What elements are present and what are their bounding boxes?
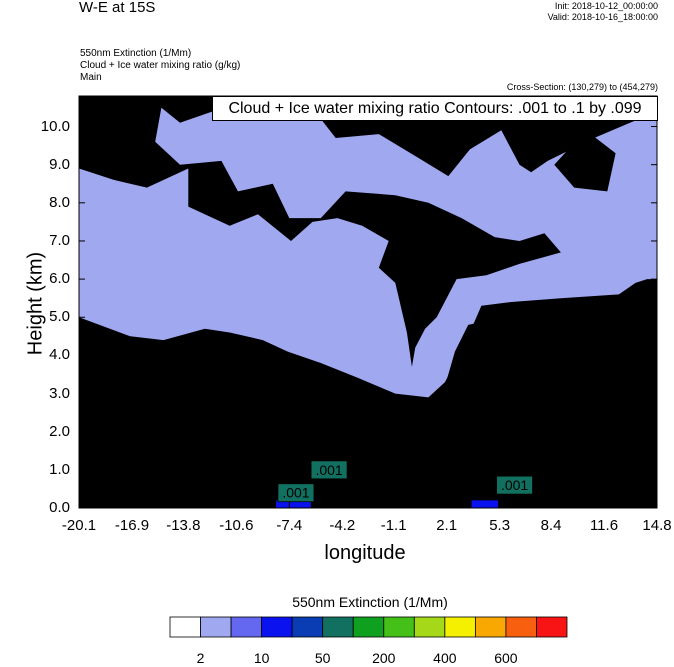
contour-label-box — [496, 475, 533, 495]
extinction-band-100 — [471, 500, 499, 508]
extinction-band-800 — [171, 466, 545, 493]
x-tick-label: 8.4 — [540, 517, 562, 534]
cross-section-label: Cross-Section: (130,279) to (454,279) — [506, 82, 658, 92]
x-tick-label: -1.1 — [380, 517, 407, 534]
contour-line — [211, 461, 225, 482]
x-tick-label: 11.6 — [589, 517, 619, 534]
colorbar-label: 200 — [372, 650, 396, 666]
contour-line — [247, 462, 262, 481]
colorbar-label: 10 — [253, 650, 270, 666]
field-extinction-label: 550nm Extinction (1/Mm) — [80, 48, 192, 59]
contour-label: .001 — [315, 462, 342, 478]
y-tick-label: 8.0 — [49, 193, 70, 211]
extinction-band-600 — [469, 336, 595, 425]
y-axis-title: Height (km) — [24, 251, 47, 356]
x-tick-label: -7.4 — [276, 517, 303, 534]
x-axis-title: longitude — [324, 542, 406, 564]
x-tick-label: 14.8 — [642, 517, 672, 534]
contour-legend: Cloud + Ice water mixing ratio Contours:… — [212, 96, 658, 121]
extinction-band-100 — [276, 500, 311, 508]
x-tick-label: -10.6 — [219, 517, 254, 534]
extinction-band-600 — [395, 450, 603, 478]
y-tick-label: 7.0 — [49, 231, 70, 249]
y-tick-label: 3.0 — [49, 384, 70, 402]
y-tick-label: 2.0 — [49, 422, 70, 440]
chart-title: W-E at 15S — [79, 0, 156, 16]
colorbar-swatch — [505, 616, 537, 638]
colorbar-title: 550nm Extinction (1/Mm) — [292, 594, 448, 610]
y-tick-label: 4.0 — [49, 346, 70, 364]
contour-label: .001 — [282, 485, 309, 501]
extinction-band-2 — [79, 96, 561, 367]
y-tick-label: 0.0 — [49, 499, 70, 516]
extinction-band-2 — [554, 130, 616, 192]
contour-line — [606, 486, 615, 503]
colorbar-swatch — [474, 616, 507, 638]
terrain-mask — [610, 454, 657, 508]
colorbar-swatch — [230, 616, 263, 638]
contour-label-box — [310, 460, 348, 480]
colorbar-swatch — [322, 616, 354, 638]
colorbar-label: 400 — [433, 650, 457, 666]
colorbar-label: 600 — [494, 650, 518, 666]
y-tick-label: 6.0 — [49, 270, 70, 288]
colorbar-swatch — [291, 616, 324, 638]
contour-label: .001 — [501, 477, 528, 493]
colorbar-swatch — [536, 616, 568, 638]
contour-line — [192, 461, 204, 482]
x-tick-label: -20.1 — [61, 517, 97, 534]
colorbar-swatch — [413, 616, 446, 638]
field-main-label: Main — [80, 72, 102, 83]
contour-line — [179, 459, 191, 477]
colorbar-label: 50 — [314, 650, 331, 666]
contour-line — [225, 462, 237, 481]
x-tick-label: -13.8 — [166, 517, 201, 534]
field-mixing-ratio-label: Cloud + Ice water mixing ratio (g/kg) — [80, 60, 241, 71]
extinction-band-800 — [79, 487, 131, 499]
contour-line — [350, 480, 398, 494]
y-tick-label: 10.0 — [40, 117, 70, 135]
colorbar-swatch — [352, 616, 385, 638]
y-tick-label: 9.0 — [49, 155, 70, 173]
colorbar-swatch — [444, 616, 476, 638]
x-tick-label: -4.2 — [329, 517, 356, 534]
colorbar-label: 2 — [196, 650, 205, 666]
colorbar-swatch — [169, 616, 201, 638]
mixing-ratio-contours: .001 .001 .001 — [78, 459, 615, 503]
extinction-band-2 — [146, 96, 214, 123]
y-tick-label: 1.0 — [49, 460, 70, 478]
contour-line — [429, 482, 481, 492]
valid-time: Valid: 2018-10-16_18:00:00 — [547, 12, 658, 22]
x-tick-label: -16.9 — [114, 517, 150, 534]
colorbar-swatch — [261, 616, 293, 638]
colorbar-swatch — [383, 616, 415, 638]
extinction-fill — [79, 96, 657, 508]
contour-label-box — [277, 483, 315, 503]
x-tick-label: 5.3 — [489, 517, 511, 534]
y-tick-label: 5.0 — [49, 308, 70, 326]
colorbar-swatch — [200, 616, 232, 638]
x-tick-label: 2.1 — [436, 517, 458, 534]
init-time: Init: 2018-10-12_00:00:00 — [554, 1, 658, 11]
colorbar — [169, 616, 568, 638]
